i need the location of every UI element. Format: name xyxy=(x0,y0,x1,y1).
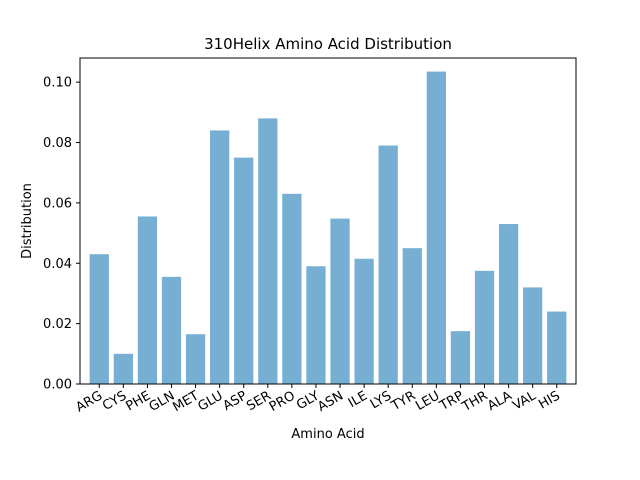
bar-asn xyxy=(330,218,350,384)
bar-ala xyxy=(498,224,519,384)
bar-thr xyxy=(474,270,495,384)
y-axis: 0.00 0.02 0.04 0.06 0.08 0.10 xyxy=(43,76,80,393)
bar-trp xyxy=(450,331,471,384)
bar-cys xyxy=(113,353,133,384)
chart-title: 310Helix Amino Acid Distribution xyxy=(204,35,452,53)
bar-ser xyxy=(258,118,278,385)
bar-gln xyxy=(161,276,182,384)
y-tick-label: 0.02 xyxy=(43,317,72,332)
bar-arg xyxy=(89,254,109,384)
plot-frame xyxy=(79,57,577,385)
bar-tyr xyxy=(402,248,422,384)
x-tick-label-asn: ASN xyxy=(315,388,346,414)
x-tick-label-ile: ILE xyxy=(346,388,370,411)
bar-met xyxy=(185,334,206,384)
y-tick-label: 0.06 xyxy=(43,196,72,211)
y-axis-title: Distribution xyxy=(20,183,35,259)
bar-phe xyxy=(137,216,158,384)
y-tick-label: 0.10 xyxy=(43,76,72,91)
x-tick-label-pro: PRO xyxy=(267,388,298,415)
bar-pro xyxy=(282,193,302,384)
y-tick-label: 0.08 xyxy=(43,136,72,151)
bar-glu xyxy=(210,130,230,384)
bar-leu xyxy=(426,71,446,384)
y-tick-label: 0.00 xyxy=(43,378,72,393)
bar-gly xyxy=(306,266,326,384)
bar-lys xyxy=(378,145,398,384)
x-axis-title: Amino Acid xyxy=(291,427,364,442)
bar-asp xyxy=(234,157,254,384)
x-tick-label-val: VAL xyxy=(510,388,539,413)
bar-val xyxy=(523,287,543,384)
bar-ile xyxy=(354,258,374,384)
x-tick-label-his: HIS xyxy=(536,388,562,412)
bar-his xyxy=(547,311,567,384)
bars-layer xyxy=(89,71,567,385)
y-tick-label: 0.04 xyxy=(43,257,72,272)
